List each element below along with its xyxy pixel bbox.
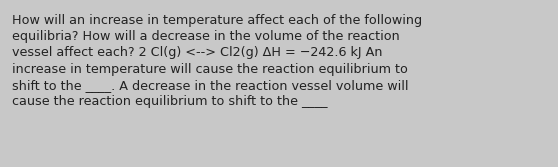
Text: How will an increase in temperature affect each of the following
equilibria? How: How will an increase in temperature affe… [12, 14, 422, 108]
